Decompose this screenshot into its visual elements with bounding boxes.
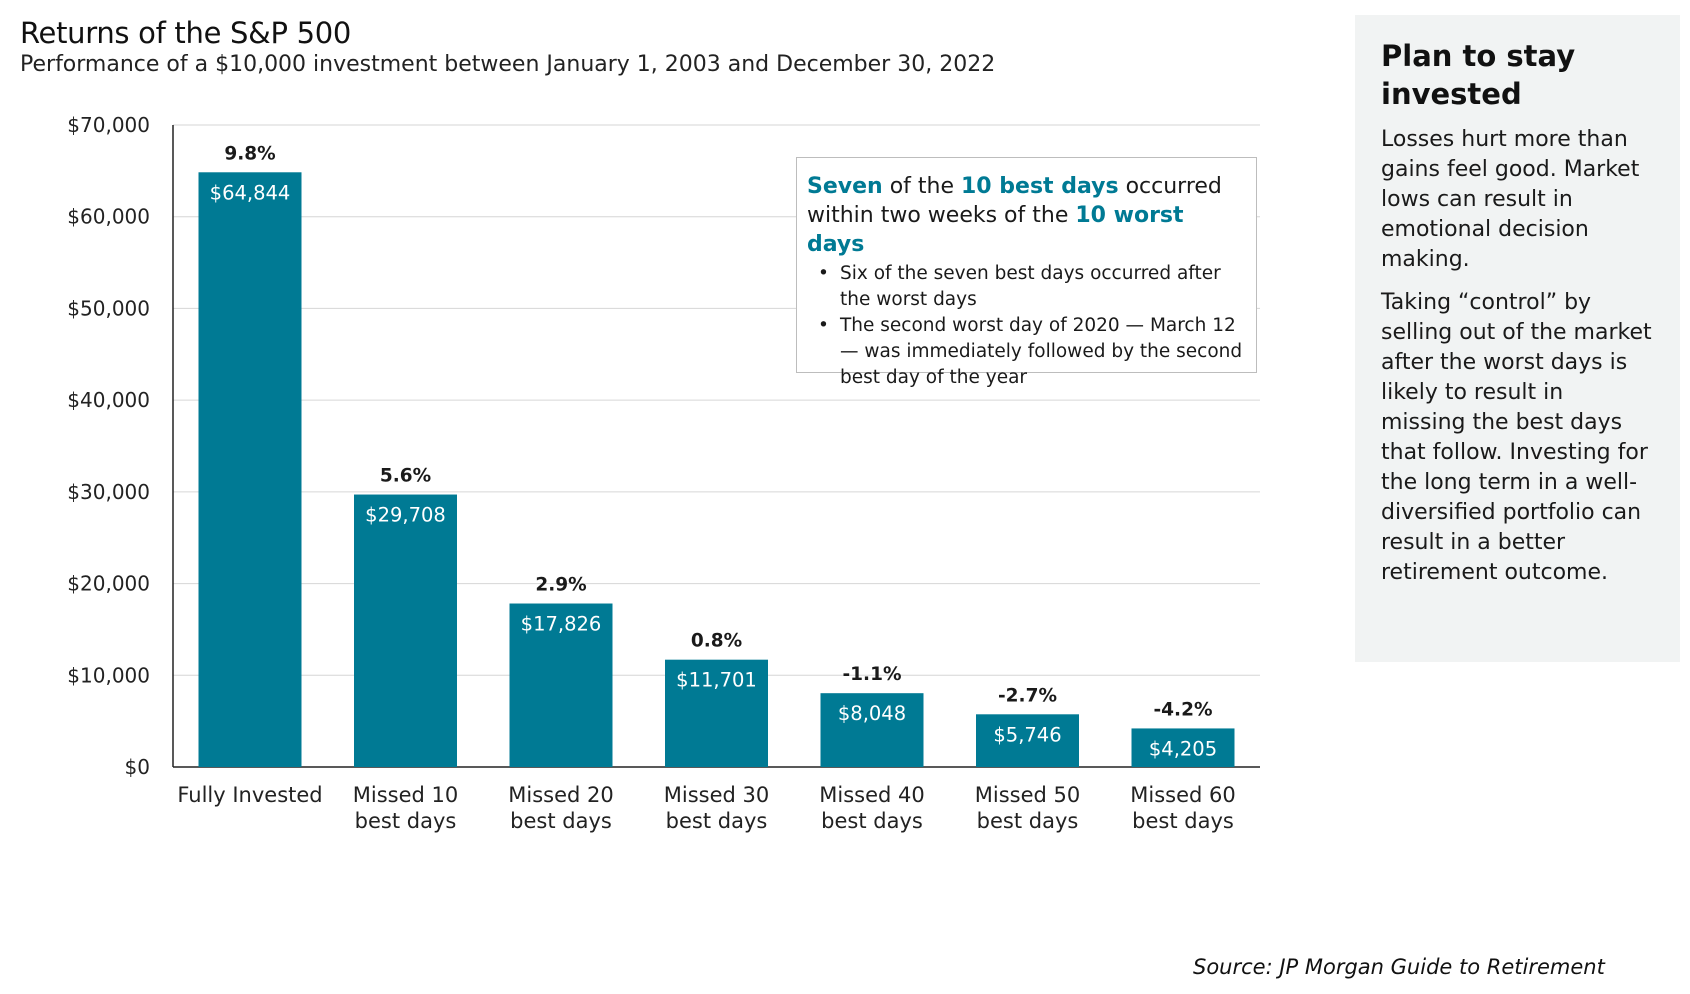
x-tick-label: Missed 10 [353,783,458,807]
bar-value-label: $5,746 [993,723,1061,746]
bar [198,172,302,767]
x-tick-label: best days [666,809,768,833]
bar-return-label: 2.9% [535,575,586,596]
bar-chart: $0 $10,000 $20,000 $30,000 $40,000 $50,000 $60… [67,113,1260,833]
x-tick-label: Missed 30 [664,783,769,807]
x-tick-label: best days [355,809,457,833]
x-tick-label: Missed 40 [819,783,924,807]
x-tick-label: Fully Invested [177,783,322,807]
x-tick-label: best days [821,809,923,833]
sidebar-paragraph: Losses hurt more than gains feel good. M… [1381,127,1640,272]
bar [354,494,457,767]
y-tick-label: $60,000 [67,205,150,229]
bar-value-label: $4,205 [1149,737,1217,760]
callout-highlight-best: 10 best days [961,174,1119,199]
sidebar-panel: Plan to stay invested Losses hurt more t… [1355,15,1680,662]
sidebar-heading: Plan to stay invested [1381,39,1576,111]
x-tick-label: Missed 50 [975,783,1080,807]
callout-bullet: Six of the seven best days occurred afte… [818,261,1246,313]
y-tick-label: $50,000 [67,296,150,320]
callout-headline: Seven of the 10 best days occurred withi… [807,172,1246,259]
y-tick-label: $30,000 [67,480,150,504]
y-tick-label: $10,000 [67,663,150,687]
bar-return-label: 5.6% [380,466,431,487]
x-tick-label: Missed 20 [508,783,613,807]
x-tick-label: best days [510,809,612,833]
callout-highlight-worst: 10 worst days [807,203,1184,257]
bar-return-label: -2.7% [998,685,1057,706]
bar [1131,728,1235,767]
callout-bullet: The second worst day of 2020 — March 12 … [818,313,1246,391]
y-tick-label: $20,000 [67,572,150,596]
bar [820,693,924,767]
bar-value-label: $11,701 [676,669,757,692]
chart-subtitle: Performance of a $10,000 investment betw… [20,52,996,77]
callout-bullets: Six of the seven best days occurred afte… [807,261,1246,391]
sidebar-paragraph: Taking “control” by selling out of the m… [1381,290,1652,585]
chart-title: Returns of the S&P 500 [20,16,352,50]
y-tick-label: $40,000 [67,388,150,412]
bar-return-label: 9.8% [224,143,275,164]
bar [509,603,613,767]
bar-value-label: $17,826 [521,613,602,636]
x-tick-label: Missed 60 [1130,783,1235,807]
callout-text: of the [882,174,961,199]
callout-text: within two weeks of the [807,203,1076,228]
x-tick-label: best days [977,809,1079,833]
callout-box: Seven of the 10 best days occurred withi… [796,157,1257,388]
y-tick-label: $70,000 [67,113,150,137]
y-tick-label: $0 [125,755,150,779]
source-note: Source: JP Morgan Guide to Retirement [1193,955,1605,979]
bar-value-label: $8,048 [838,702,906,725]
bar-value-label: $29,708 [365,504,446,527]
bar [976,714,1079,767]
x-tick-label: best days [1132,809,1234,833]
bar-return-label: -1.1% [843,664,902,685]
bar-return-label: 0.8% [691,631,742,652]
callout-highlight-seven: Seven [807,174,883,199]
bar-return-label: -4.2% [1154,699,1213,720]
bar-value-label: $64,844 [210,181,291,204]
callout-text: occurred [1118,174,1222,199]
bar [665,659,768,767]
